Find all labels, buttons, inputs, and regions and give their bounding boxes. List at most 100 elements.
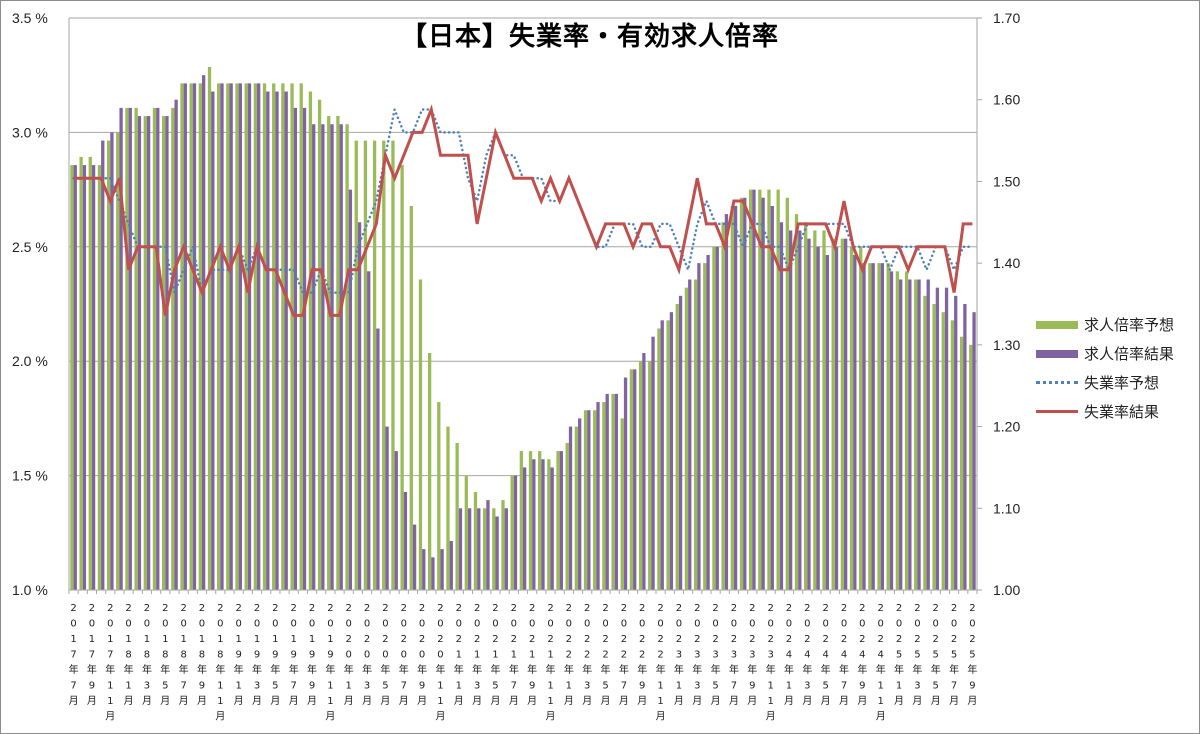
svg-text:月: 月 bbox=[747, 695, 757, 707]
svg-text:0: 0 bbox=[419, 650, 425, 661]
svg-text:1: 1 bbox=[217, 634, 223, 645]
svg-text:8: 8 bbox=[199, 650, 205, 661]
svg-text:2: 2 bbox=[914, 603, 920, 614]
svg-text:2: 2 bbox=[914, 634, 920, 645]
svg-text:年: 年 bbox=[527, 663, 537, 676]
svg-text:2: 2 bbox=[896, 603, 902, 614]
svg-text:2: 2 bbox=[382, 603, 388, 614]
svg-text:0: 0 bbox=[382, 650, 388, 661]
svg-text:1: 1 bbox=[437, 696, 443, 707]
svg-text:2: 2 bbox=[933, 603, 939, 614]
svg-text:2: 2 bbox=[566, 650, 572, 661]
svg-text:1: 1 bbox=[125, 634, 131, 645]
svg-text:0: 0 bbox=[621, 619, 627, 630]
svg-text:2: 2 bbox=[327, 603, 333, 614]
svg-text:7: 7 bbox=[951, 681, 957, 692]
svg-text:3: 3 bbox=[676, 650, 682, 661]
svg-text:0: 0 bbox=[474, 619, 480, 630]
left-axis-ticks: 1.0 % 1.5 % 2.0 % 2.5 % 3.0 % 3.5 % bbox=[12, 10, 48, 598]
svg-text:5: 5 bbox=[162, 681, 168, 692]
svg-text:0: 0 bbox=[822, 619, 828, 630]
svg-text:0: 0 bbox=[70, 619, 76, 630]
unemployment-result-line bbox=[73, 104, 973, 317]
bars bbox=[70, 67, 976, 591]
svg-text:3: 3 bbox=[749, 650, 755, 661]
svg-text:2: 2 bbox=[437, 634, 443, 645]
svg-text:月: 月 bbox=[582, 695, 592, 707]
svg-text:2: 2 bbox=[657, 634, 663, 645]
svg-text:年: 年 bbox=[380, 663, 390, 676]
svg-text:0: 0 bbox=[694, 619, 700, 630]
svg-text:2: 2 bbox=[566, 603, 572, 614]
svg-text:年: 年 bbox=[142, 663, 152, 676]
svg-text:0: 0 bbox=[639, 619, 645, 630]
svg-text:0: 0 bbox=[767, 619, 773, 630]
svg-text:1: 1 bbox=[125, 681, 131, 692]
svg-text:2: 2 bbox=[107, 603, 113, 614]
svg-text:1: 1 bbox=[272, 634, 278, 645]
chart-title: 【日本】失業率・有効求人倍率 bbox=[400, 22, 779, 52]
svg-text:2: 2 bbox=[639, 634, 645, 645]
svg-text:2: 2 bbox=[437, 603, 443, 614]
svg-text:1: 1 bbox=[217, 681, 223, 692]
svg-text:2: 2 bbox=[346, 634, 352, 645]
legend-label: 求人倍率予想 bbox=[1084, 316, 1175, 334]
svg-text:0: 0 bbox=[749, 619, 755, 630]
svg-text:月: 月 bbox=[215, 711, 225, 723]
svg-text:2: 2 bbox=[529, 634, 535, 645]
svg-text:2: 2 bbox=[584, 603, 590, 614]
svg-text:3: 3 bbox=[694, 650, 700, 661]
svg-text:2.5 %: 2.5 % bbox=[12, 239, 48, 255]
svg-text:0: 0 bbox=[878, 619, 884, 630]
svg-text:年: 年 bbox=[931, 663, 941, 676]
svg-text:4: 4 bbox=[859, 650, 865, 661]
svg-text:年: 年 bbox=[802, 663, 812, 676]
svg-text:9: 9 bbox=[199, 681, 205, 692]
svg-text:2: 2 bbox=[694, 603, 700, 614]
svg-text:2: 2 bbox=[584, 634, 590, 645]
svg-text:月: 月 bbox=[674, 695, 684, 707]
svg-text:年: 年 bbox=[747, 663, 757, 676]
svg-text:3: 3 bbox=[914, 681, 920, 692]
svg-text:2: 2 bbox=[602, 650, 608, 661]
svg-text:2: 2 bbox=[731, 634, 737, 645]
svg-text:5: 5 bbox=[933, 650, 939, 661]
svg-text:2: 2 bbox=[639, 650, 645, 661]
svg-text:7: 7 bbox=[70, 681, 76, 692]
svg-text:月: 月 bbox=[912, 695, 922, 707]
svg-text:0: 0 bbox=[896, 619, 902, 630]
svg-text:1.40: 1.40 bbox=[993, 255, 1020, 271]
svg-text:0: 0 bbox=[951, 619, 957, 630]
svg-text:2: 2 bbox=[859, 634, 865, 645]
svg-text:0: 0 bbox=[731, 619, 737, 630]
svg-text:1: 1 bbox=[456, 681, 462, 692]
svg-text:3: 3 bbox=[731, 650, 737, 661]
svg-text:2: 2 bbox=[584, 650, 590, 661]
svg-text:5: 5 bbox=[951, 650, 957, 661]
svg-text:2: 2 bbox=[70, 603, 76, 614]
svg-text:0: 0 bbox=[841, 619, 847, 630]
svg-text:0: 0 bbox=[419, 619, 425, 630]
svg-text:7: 7 bbox=[731, 681, 737, 692]
svg-text:5: 5 bbox=[914, 650, 920, 661]
svg-text:2: 2 bbox=[162, 603, 168, 614]
svg-text:1: 1 bbox=[235, 634, 241, 645]
svg-text:1: 1 bbox=[547, 650, 553, 661]
svg-text:1: 1 bbox=[878, 696, 884, 707]
svg-text:月: 月 bbox=[179, 695, 189, 707]
svg-text:5: 5 bbox=[492, 681, 498, 692]
svg-text:1: 1 bbox=[70, 634, 76, 645]
svg-text:月: 月 bbox=[325, 711, 335, 723]
svg-text:5: 5 bbox=[712, 681, 718, 692]
svg-text:1.50: 1.50 bbox=[993, 173, 1020, 189]
legend-item-unemployment-result: 失業率結果 bbox=[1036, 397, 1174, 426]
svg-text:年: 年 bbox=[87, 663, 97, 676]
svg-text:3: 3 bbox=[474, 681, 480, 692]
svg-text:2: 2 bbox=[364, 603, 370, 614]
svg-text:7: 7 bbox=[841, 681, 847, 692]
svg-text:2: 2 bbox=[822, 603, 828, 614]
svg-text:2: 2 bbox=[419, 634, 425, 645]
svg-text:9: 9 bbox=[327, 650, 333, 661]
svg-text:2: 2 bbox=[694, 634, 700, 645]
svg-text:0: 0 bbox=[933, 619, 939, 630]
